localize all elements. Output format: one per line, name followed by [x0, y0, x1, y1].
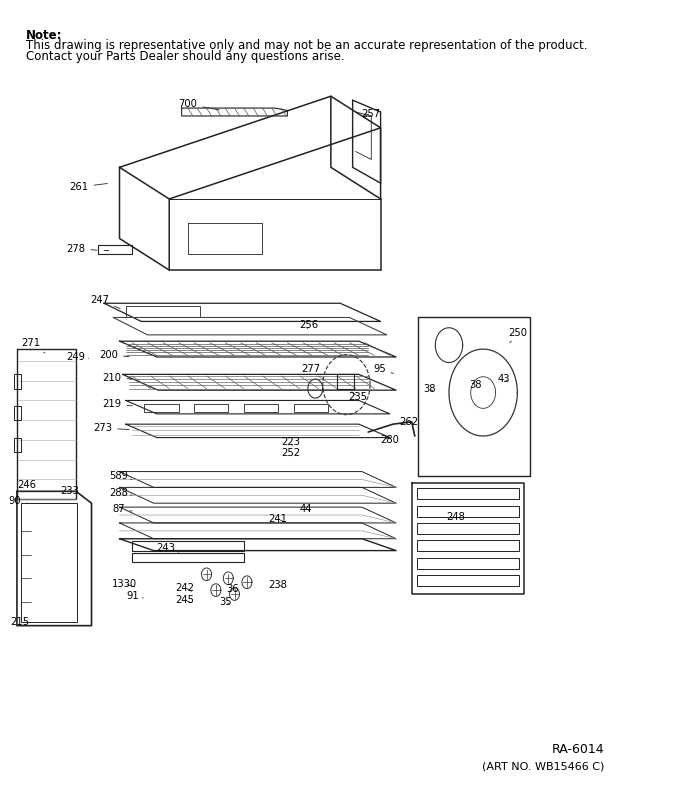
Text: 245: 245 — [175, 596, 194, 605]
Text: Contact your Parts Dealer should any questions arise.: Contact your Parts Dealer should any que… — [27, 50, 345, 63]
Text: 589: 589 — [109, 470, 132, 481]
Text: 278: 278 — [67, 243, 97, 254]
Text: 95: 95 — [373, 364, 394, 374]
Text: 256: 256 — [299, 320, 319, 331]
Text: 43: 43 — [498, 374, 510, 384]
Text: 271: 271 — [21, 338, 45, 353]
Text: RA-6014: RA-6014 — [551, 743, 605, 756]
Text: 44: 44 — [300, 504, 312, 514]
Text: 252: 252 — [281, 448, 300, 458]
Text: 247: 247 — [90, 295, 120, 308]
Text: Note:: Note: — [27, 29, 63, 42]
Text: 257: 257 — [362, 109, 381, 119]
Text: 262: 262 — [399, 417, 418, 427]
Text: 273: 273 — [93, 423, 129, 433]
Text: 215: 215 — [10, 617, 33, 626]
Text: 246: 246 — [17, 480, 39, 492]
Text: 248: 248 — [446, 511, 464, 522]
Text: 38: 38 — [469, 380, 481, 389]
Text: 90: 90 — [9, 496, 27, 506]
Text: 219: 219 — [103, 400, 133, 409]
Text: 277: 277 — [301, 364, 320, 377]
Text: 38: 38 — [423, 384, 435, 393]
Text: 250: 250 — [508, 328, 527, 343]
Text: 200: 200 — [99, 350, 129, 359]
Text: 238: 238 — [269, 580, 288, 589]
Text: 249: 249 — [67, 352, 88, 362]
Text: This drawing is representative only and may not be an accurate representation of: This drawing is representative only and … — [27, 40, 588, 52]
Text: 261: 261 — [69, 182, 107, 192]
Text: 36: 36 — [226, 584, 239, 594]
Text: 233: 233 — [61, 486, 82, 496]
Text: 1330: 1330 — [112, 579, 137, 588]
Text: 87: 87 — [112, 504, 132, 514]
Text: 242: 242 — [175, 583, 194, 592]
Text: 700: 700 — [178, 99, 220, 110]
Text: 210: 210 — [103, 373, 133, 382]
Text: 35: 35 — [219, 597, 231, 607]
Text: 223: 223 — [281, 437, 300, 447]
Text: 91: 91 — [126, 591, 143, 600]
Text: 243: 243 — [156, 543, 179, 554]
Text: 288: 288 — [109, 488, 132, 498]
Text: 235: 235 — [348, 392, 367, 401]
Text: (ART NO. WB15466 C): (ART NO. WB15466 C) — [482, 762, 605, 772]
Text: 241: 241 — [269, 514, 288, 524]
Text: 280: 280 — [381, 435, 399, 445]
